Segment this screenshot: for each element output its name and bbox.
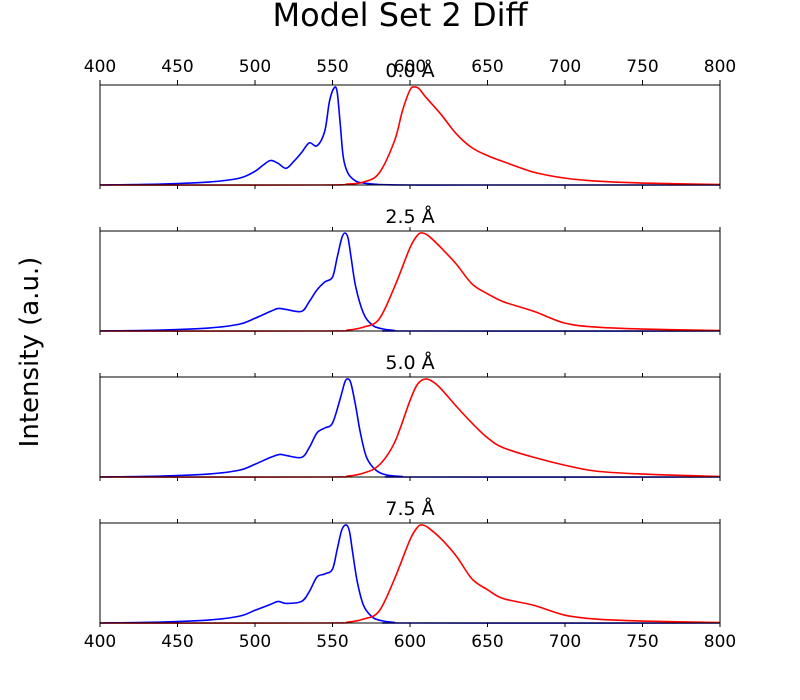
x-tick-label: 700 — [549, 57, 581, 77]
blue-series-line — [99, 524, 721, 624]
x-tick-label: 500 — [239, 57, 271, 77]
blue-series-line — [99, 232, 721, 332]
panel-title: 7.5 Å — [385, 497, 434, 520]
panel-title: 5.0 Å — [385, 351, 434, 374]
panel-title: 0.0 Å — [385, 59, 434, 82]
red-series-line — [99, 232, 721, 332]
blue-series-line — [99, 378, 721, 478]
figure-title: Model Set 2 Diff — [272, 0, 528, 34]
x-tick-label: 400 — [84, 57, 116, 77]
x-tick-label: 400 — [84, 632, 116, 652]
x-tick-label: 700 — [549, 632, 581, 652]
red-series-line — [99, 378, 721, 478]
x-tick-label: 500 — [239, 632, 271, 652]
x-tick-label: 800 — [704, 632, 736, 652]
panel-frame — [99, 84, 721, 186]
panel-1: 2.5 Å — [99, 205, 721, 335]
panel-title: 2.5 Å — [385, 205, 434, 228]
blue-series-line — [99, 86, 720, 186]
red-series-line — [99, 86, 721, 186]
x-tick-label: 450 — [161, 632, 193, 652]
x-tick-label: 600 — [394, 57, 426, 77]
panel-2: 5.0 Å — [99, 351, 721, 481]
x-tick-label: 550 — [316, 57, 348, 77]
red-series-line — [99, 524, 721, 624]
x-tick-label: 450 — [161, 57, 193, 77]
x-tick-label: 650 — [471, 57, 503, 77]
x-tick-label: 550 — [316, 632, 348, 652]
panel-0: 0.0 Å 400 450 500 550 600 650 700 750 800 — [84, 57, 736, 189]
panel-3: 7.5 Å 400 450 500 550 600 650 700 750 800 — [84, 497, 736, 652]
x-tick-label: 600 — [394, 632, 426, 652]
y-axis-label: Intensity (a.u.) — [15, 257, 45, 448]
x-tick-label: 750 — [626, 632, 658, 652]
x-tick-label: 800 — [704, 57, 736, 77]
x-tick-label: 650 — [471, 632, 503, 652]
panel-frame — [99, 376, 721, 478]
panels: 0.0 Å 400 450 500 550 600 650 700 750 800 2.5 Å 5.0… — [84, 57, 736, 652]
x-tick-label: 750 — [626, 57, 658, 77]
